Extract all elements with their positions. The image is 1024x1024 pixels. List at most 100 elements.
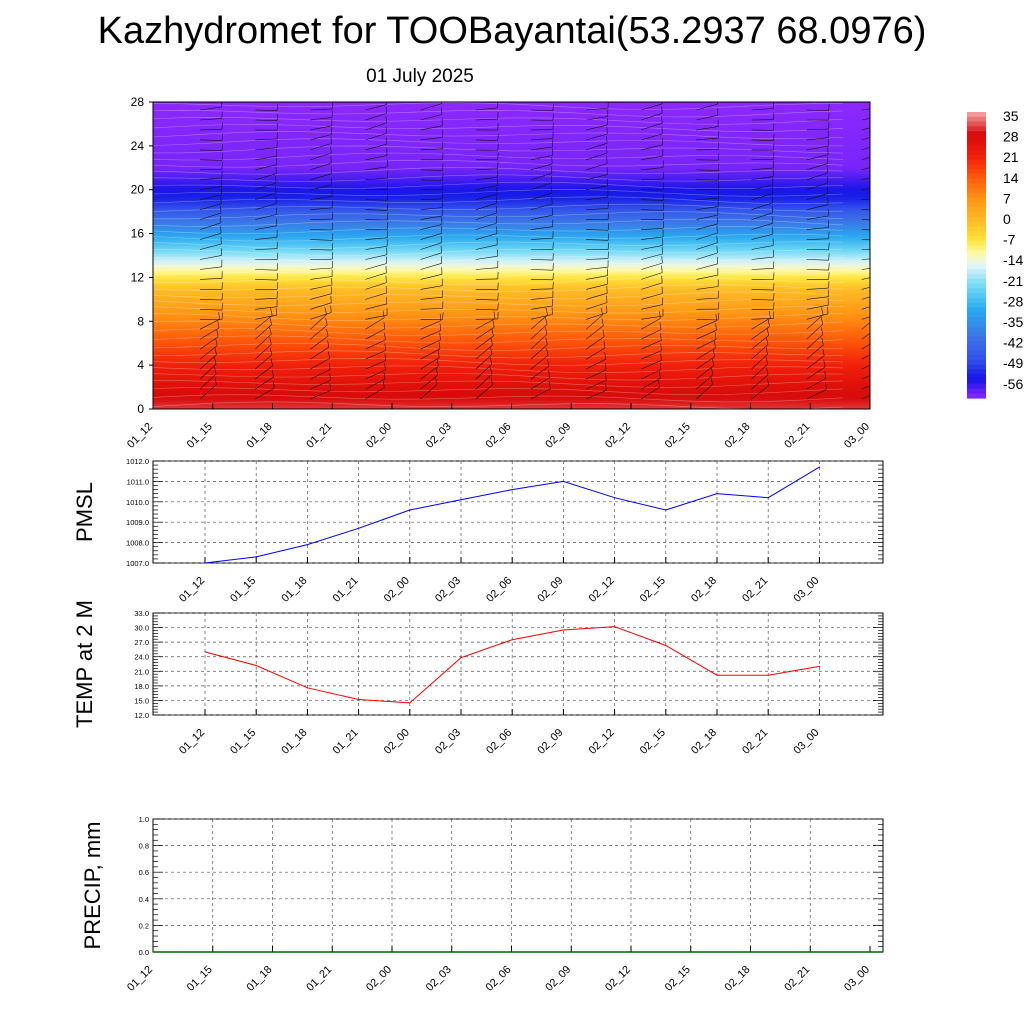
- y-tick-label: 1010.0: [126, 498, 149, 507]
- wind-barb-flag: [552, 263, 554, 271]
- wind-barb-flag: [329, 373, 331, 381]
- wind-barb-shaft: [586, 142, 608, 151]
- wind-barb-flag: [221, 303, 223, 311]
- x-tick-label: 02_03: [424, 421, 454, 451]
- wind-barb-shaft: [696, 214, 718, 220]
- wind-barb-flag: [327, 340, 330, 348]
- wind-barb-flag: [216, 329, 219, 337]
- wind-barb-flag: [718, 173, 720, 181]
- wind-barb-shaft: [475, 267, 498, 270]
- x-tick-label: 03_00: [842, 964, 872, 994]
- wind-barb-shaft: [751, 212, 773, 220]
- contour-line: [153, 270, 844, 278]
- colorbar-swatch: [967, 212, 986, 218]
- wind-barb-shaft: [586, 258, 609, 260]
- wind-barb-flag: [552, 253, 554, 261]
- wind-barb-shaft: [365, 272, 387, 280]
- wind-barb-flag: [548, 370, 550, 378]
- colorbar-swatch: [967, 245, 986, 251]
- wind-barb-flag: [884, 223, 885, 230]
- wind-barb-flag: [771, 205, 773, 213]
- wind-barb-shaft: [475, 185, 498, 190]
- y-axis-title: TEMP at 2 M: [72, 600, 97, 728]
- contour-line: [153, 350, 844, 359]
- contour-line: [153, 116, 844, 125]
- colorbar-swatch: [967, 231, 986, 237]
- wind-barb-shaft: [310, 184, 332, 190]
- wind-barb-shaft: [696, 252, 718, 260]
- x-tick-label: 01_15: [185, 421, 215, 451]
- wind-barb-shaft: [586, 302, 608, 310]
- wind-barb-shaft: [365, 143, 387, 151]
- y-tick-label: 30.0: [134, 624, 149, 633]
- wind-barb-flag: [823, 359, 826, 368]
- wind-barb-shaft: [806, 154, 829, 161]
- wind-barb-shaft: [310, 335, 329, 350]
- wind-barb-shaft: [530, 155, 553, 161]
- x-tick-label: 02_06: [484, 421, 514, 451]
- wind-barb-shaft: [530, 192, 552, 200]
- wind-barb-flag: [439, 313, 442, 321]
- wind-barb-flag: [828, 253, 830, 261]
- contour-line: [153, 174, 844, 182]
- wind-barb-shaft: [475, 327, 495, 340]
- wind-barb-flag: [551, 175, 553, 183]
- y-tick-label: 4: [137, 358, 144, 372]
- wind-barb-flag: [332, 233, 334, 241]
- temp-panel: 12.0 15.0 18.0 21.0 24.0 27.0 30.0 33.0 01_12 01_…: [72, 600, 884, 757]
- x-tick-label: 03_00: [791, 727, 821, 757]
- y-tick-label: 1012.0: [126, 457, 149, 466]
- wind-barb-shaft: [310, 143, 332, 151]
- wind-barb-shaft: [641, 245, 663, 250]
- wind-barb-shaft: [530, 297, 553, 300]
- wind-barb-flag: [269, 327, 272, 335]
- x-tick-label: 02_09: [535, 727, 565, 757]
- wind-barb-flag: [218, 312, 220, 320]
- wind-barb-shaft: [586, 312, 608, 320]
- wind-barb-flag: [882, 127, 883, 134]
- wind-barb-shaft: [365, 328, 386, 340]
- wind-barb-shaft: [420, 215, 443, 220]
- wind-barb-shaft: [696, 319, 719, 321]
- wind-barb-flag: [330, 295, 332, 303]
- wind-barb-shaft: [751, 176, 774, 181]
- contour-line: [153, 277, 844, 286]
- wind-barb-flag: [603, 340, 606, 349]
- wind-barb-shaft: [310, 312, 332, 320]
- wind-barb-shaft: [641, 304, 663, 310]
- colorbar-swatch: [967, 126, 986, 132]
- wind-barb-shaft: [586, 133, 608, 141]
- wind-barb-flag: [438, 341, 441, 349]
- wind-barb-flag: [270, 308, 273, 316]
- wind-barb-shaft: [751, 374, 769, 390]
- wind-barb-shaft: [255, 248, 278, 250]
- contour-line: [153, 342, 844, 351]
- wind-barb-shaft: [199, 203, 222, 210]
- contour-line: [153, 211, 844, 220]
- wind-barb-flag: [765, 347, 768, 355]
- wind-barb-shaft: [365, 339, 386, 350]
- wind-barb-shaft: [696, 286, 719, 290]
- wind-barb-shaft: [255, 314, 277, 320]
- wind-barb-shaft: [420, 274, 443, 280]
- wind-barb-shaft: [586, 116, 608, 121]
- x-tick-label: 02_12: [587, 575, 617, 605]
- wind-barb-flag: [605, 383, 607, 391]
- wind-barb-shaft: [586, 266, 609, 270]
- x-tick-label: 02_06: [484, 964, 514, 994]
- y-tick-label: 1.0: [139, 815, 149, 824]
- wind-barb-flag: [385, 116, 387, 124]
- wind-barb-shaft: [641, 122, 663, 131]
- data-point: [358, 527, 360, 529]
- wind-barb-shaft: [585, 325, 604, 340]
- wind-barb-shaft: [420, 308, 443, 310]
- wind-barb-flag: [549, 381, 551, 389]
- wind-barb-shaft: [199, 243, 222, 250]
- wind-barb-flag: [330, 156, 332, 164]
- wind-barb-flag: [710, 377, 713, 385]
- wind-barb-shaft: [806, 215, 829, 220]
- colorbar: 35 28 21 14 7 0 -7 -14 -21 -28 -35 -42 -49 -56: [967, 108, 1023, 399]
- wind-barb-shaft: [310, 390, 331, 400]
- wind-barb-shaft: [751, 353, 768, 370]
- wind-barb-flag: [442, 182, 444, 190]
